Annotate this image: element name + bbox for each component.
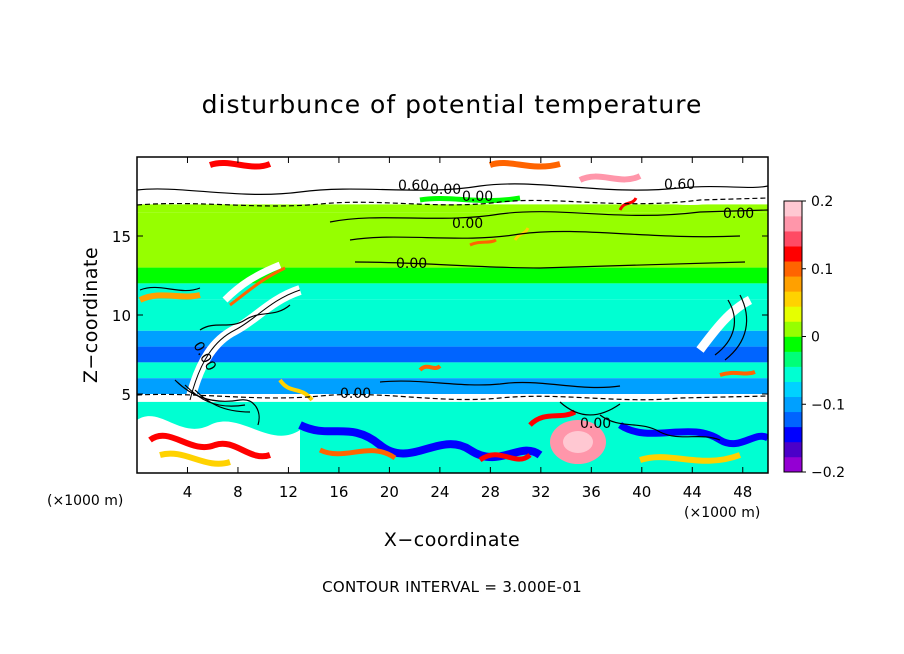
colorbar: 0.2 0.1 0 −0.1 −0.2	[783, 194, 845, 481]
x-tick-label: 4	[183, 483, 193, 501]
x-tick-label: 36	[582, 483, 601, 501]
colorbar-cell	[784, 246, 802, 262]
y-axis: 5 10 15	[112, 228, 768, 404]
colorbar-cell	[784, 381, 802, 398]
colorbar-cell	[784, 366, 802, 382]
x-tick-label: 8	[233, 483, 243, 501]
y-tick-label: 15	[112, 228, 131, 246]
x-tick-label: 16	[329, 483, 348, 501]
contour-label: 0.60	[398, 178, 429, 194]
colorbar-cell	[784, 291, 802, 307]
heatmap-band	[137, 299, 768, 315]
band-layer	[137, 157, 768, 473]
colorbar-tick-label: 0.2	[811, 194, 833, 210]
colorbar-cell	[784, 411, 802, 428]
colorbar-tick-label: −0.2	[811, 465, 845, 481]
colorbar-tick-label: 0	[811, 330, 820, 346]
colorbar-cell	[784, 306, 802, 322]
colorbar-cell	[784, 336, 802, 352]
chart-title: disturbunce of potential temperature	[202, 90, 703, 119]
colorbar-cell	[784, 201, 802, 217]
colorbar-cells	[784, 201, 802, 473]
heatmap-band	[137, 212, 768, 268]
heatmap-band	[137, 330, 768, 347]
heatmap-band	[137, 378, 768, 394]
x-tick-label: 12	[279, 483, 298, 501]
y-tick-label: 5	[121, 386, 131, 404]
colorbar-cell	[784, 396, 802, 413]
contour-label: 0.00	[580, 416, 611, 432]
colorbar-tick-label: 0.1	[811, 262, 833, 278]
contour-label: 0.00	[452, 216, 483, 232]
contour-label: 0.00	[396, 256, 427, 272]
colorbar-cell	[784, 276, 802, 292]
x-tick-label: 28	[481, 483, 500, 501]
contour-lines	[137, 183, 768, 441]
contour-label: 0.00	[430, 182, 461, 198]
x-unit-right: (×1000 m)	[684, 505, 760, 521]
x-tick-label: 48	[733, 483, 752, 501]
heatmap-band	[137, 267, 768, 284]
convective-plumes	[138, 261, 756, 402]
colorbar-cell	[784, 456, 802, 473]
x-axis-label: X−coordinate	[384, 529, 520, 551]
colorbar-cell	[784, 216, 802, 232]
heatmap-band	[137, 157, 768, 173]
colorbar-cell	[784, 426, 802, 443]
plot-area	[137, 157, 768, 473]
y-tick-label: 10	[112, 307, 131, 325]
upper-turbulence	[175, 159, 730, 247]
heatmap-band	[137, 346, 768, 363]
heatmap-band	[137, 394, 768, 402]
heatmap-band	[137, 315, 768, 331]
colorbar-cell	[784, 231, 802, 247]
colorbar-cell	[784, 351, 802, 367]
colorbar-tick-label: −0.1	[811, 397, 845, 413]
colorbar-cell	[784, 261, 802, 277]
x-tick-label: 32	[531, 483, 550, 501]
colorbar-ticks: 0.2 0.1 0 −0.1 −0.2	[802, 194, 845, 481]
colorbar-cell	[784, 321, 802, 337]
x-tick-label: 40	[632, 483, 651, 501]
contour-label: 0.00	[723, 206, 754, 222]
y-axis-label: Z−coordinate	[80, 247, 102, 383]
contour-label: 0.00	[340, 386, 371, 402]
colorbar-cell	[784, 441, 802, 458]
contour-label: 0.00	[462, 189, 493, 205]
heatmap-band	[137, 362, 768, 379]
contour-label: 0.60	[664, 177, 695, 193]
x-unit-left: (×1000 m)	[47, 493, 123, 509]
x-tick-label: 20	[380, 483, 399, 501]
x-tick-label: 44	[683, 483, 702, 501]
x-tick-label: 24	[430, 483, 449, 501]
x-axis: 4 8 12 16 20 24 28 32 36 40 44 48	[183, 157, 752, 501]
heatmap-band	[137, 204, 768, 213]
contour-interval-note: CONTOUR INTERVAL = 3.000E-01	[322, 578, 582, 596]
lower-turbulence	[137, 409, 768, 473]
